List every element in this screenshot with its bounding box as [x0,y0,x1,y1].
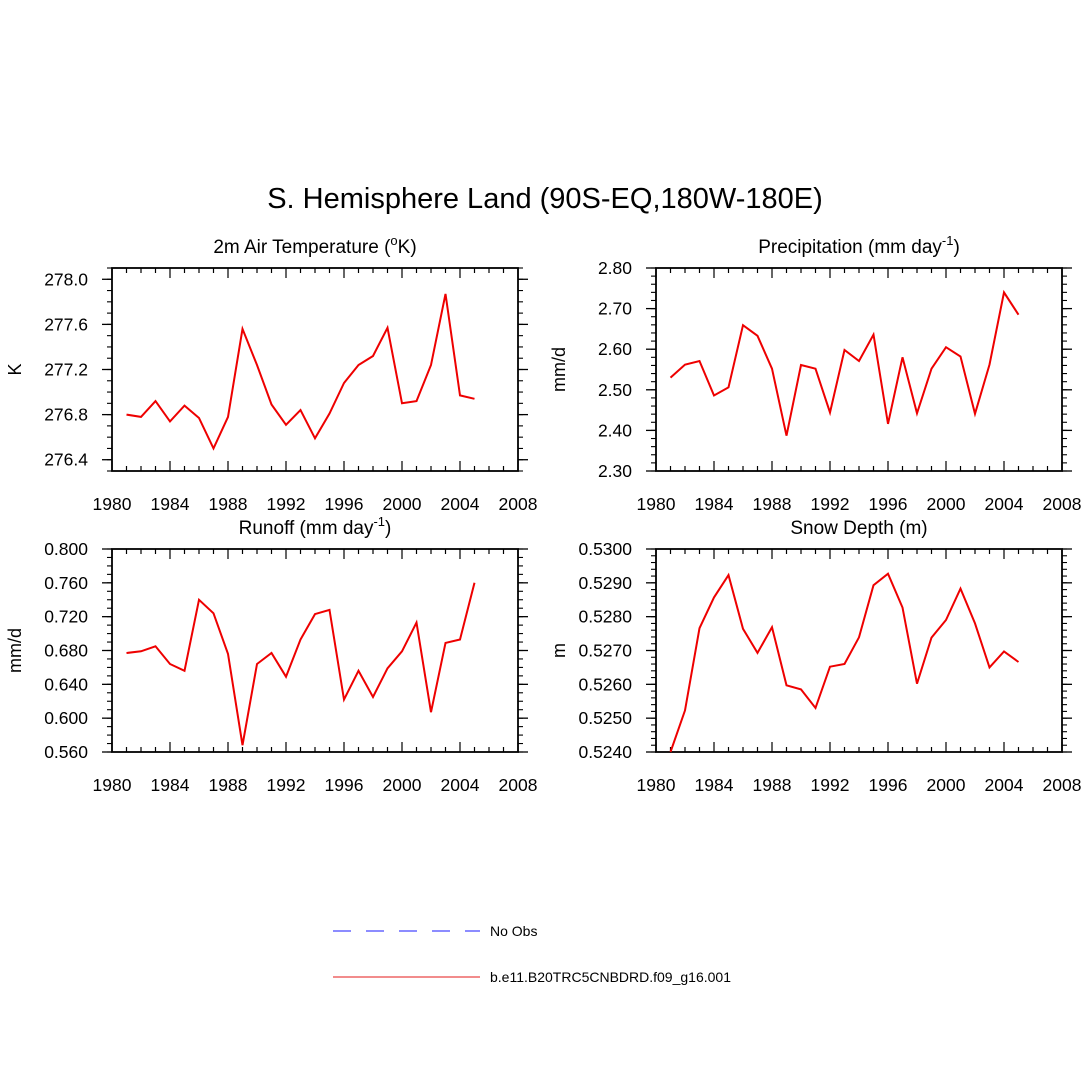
y-tick-label: 276.4 [44,450,88,470]
panel-title-suffix: K) [398,237,417,258]
x-tick-label: 2008 [499,775,538,795]
y-axis-label: K [5,363,25,375]
y-tick-label: 2.60 [598,339,632,359]
panel-title-text: Precipitation (mm day [758,237,942,258]
x-tick-label: 2004 [985,775,1024,795]
series-line [126,582,476,746]
x-tick-label: 1984 [695,775,734,795]
x-tick-label: 2004 [441,775,480,795]
panel-title: 2m Air Temperature (oK) [213,233,416,258]
y-tick-label: 0.5240 [578,742,632,762]
panel-snow: Snow Depth (m) m 1980 1984 1988 1992 1996 2000 2… [549,518,1081,795]
panel-title-superscript: o [390,233,397,248]
x-tick-label: 1996 [869,494,908,514]
y-tick-label: 0.5300 [578,539,632,559]
x-tick-label: 2004 [985,494,1024,514]
y-tick-label: 277.6 [44,314,88,334]
x-tick-label: 1980 [637,494,676,514]
panel-title-text: 2m Air Temperature ( [213,237,391,258]
panel-title: Precipitation (mm day-1) [758,233,960,258]
x-tick-label: 1980 [93,775,132,795]
y-tick-label: 0.560 [44,742,88,762]
panel-title-superscript: -1 [373,514,385,529]
y-tick-label: 2.50 [598,380,632,400]
y-tick-label: 0.760 [44,573,88,593]
y-tick-label: 0.720 [44,607,88,627]
x-tick-label: 1988 [753,494,792,514]
y-tick-label: 277.2 [44,360,88,380]
x-tick-label: 1984 [151,494,190,514]
x-tick-label: 1996 [325,494,364,514]
y-tick-label: 0.640 [44,674,88,694]
y-axis-label: mm/d [549,347,569,392]
y-tick-label: 2.80 [598,258,632,278]
panel-title-suffix: ) [385,518,391,539]
y-tick-label: 0.5280 [578,607,632,627]
main-title: S. Hemisphere Land (90S-EQ,180W-180E) [267,183,823,215]
panel-title-text: Runoff (mm day [239,518,374,539]
x-tick-label: 1980 [637,775,676,795]
y-axis-label: mm/d [5,628,25,673]
y-tick-label: 0.5270 [578,641,632,661]
plot-frame [655,548,1063,753]
series-line [669,289,1020,436]
y-tick-label: 0.800 [44,539,88,559]
panel-title-suffix: ) [953,237,959,258]
panel-title-superscript: -1 [942,233,954,248]
x-tick-label: 2008 [499,494,538,514]
y-axis-label: m [549,643,569,658]
legend: No Obs b.e11.B20TRC5CNBDRD.f09_g16.001 [333,923,731,985]
x-tick-label: 2000 [383,494,422,514]
x-tick-label: 1992 [811,494,850,514]
x-tick-label: 2004 [441,494,480,514]
x-tick-label: 1980 [93,494,132,514]
x-tick-label: 1984 [695,494,734,514]
x-tick-label: 2000 [927,775,966,795]
y-tick-label: 0.5290 [578,573,632,593]
y-tick-label: 0.680 [44,641,88,661]
y-tick-label: 2.30 [598,461,632,481]
panel-precip: Precipitation (mm day-1) mm/d 1980 1984 1988… [549,233,1081,514]
y-tick-label: 0.5260 [578,674,632,694]
y-tick-label: 278.0 [44,269,88,289]
series-line [669,572,1020,753]
panel-title: Runoff (mm day-1) [239,514,392,539]
x-tick-label: 1992 [267,775,306,795]
x-tick-label: 2000 [383,775,422,795]
x-tick-label: 1992 [267,494,306,514]
panel-title-text: Snow Depth (m) [790,518,927,539]
legend-label: b.e11.B20TRC5CNBDRD.f09_g16.001 [490,969,731,985]
panel-title: Snow Depth (m) [790,518,927,539]
x-tick-label: 2008 [1043,775,1082,795]
x-tick-label: 1992 [811,775,850,795]
y-tick-label: 276.8 [44,405,88,425]
x-tick-label: 1984 [151,775,190,795]
plot-frame [111,548,519,753]
legend-label: No Obs [490,923,537,939]
x-tick-label: 1988 [209,775,248,795]
panel-runoff: Runoff (mm day-1) mm/d 1980 1984 1988 1992 199… [5,514,537,795]
x-tick-label: 2008 [1043,494,1082,514]
x-tick-label: 1996 [869,775,908,795]
plot-frame [655,267,1063,472]
y-tick-label: 2.70 [598,299,632,319]
y-tick-label: 0.5250 [578,708,632,728]
x-tick-label: 1996 [325,775,364,795]
y-tick-label: 0.600 [44,708,88,728]
series-line [126,293,475,451]
x-tick-label: 1988 [209,494,248,514]
panel-temp: 2m Air Temperature (oK) K 1980 1984 1988 1992… [5,233,537,514]
y-tick-label: 2.40 [598,420,632,440]
x-tick-label: 2000 [927,494,966,514]
x-tick-label: 1988 [753,775,792,795]
panels: 2m Air Temperature (oK) K 1980 1984 1988 1992… [5,233,1081,795]
